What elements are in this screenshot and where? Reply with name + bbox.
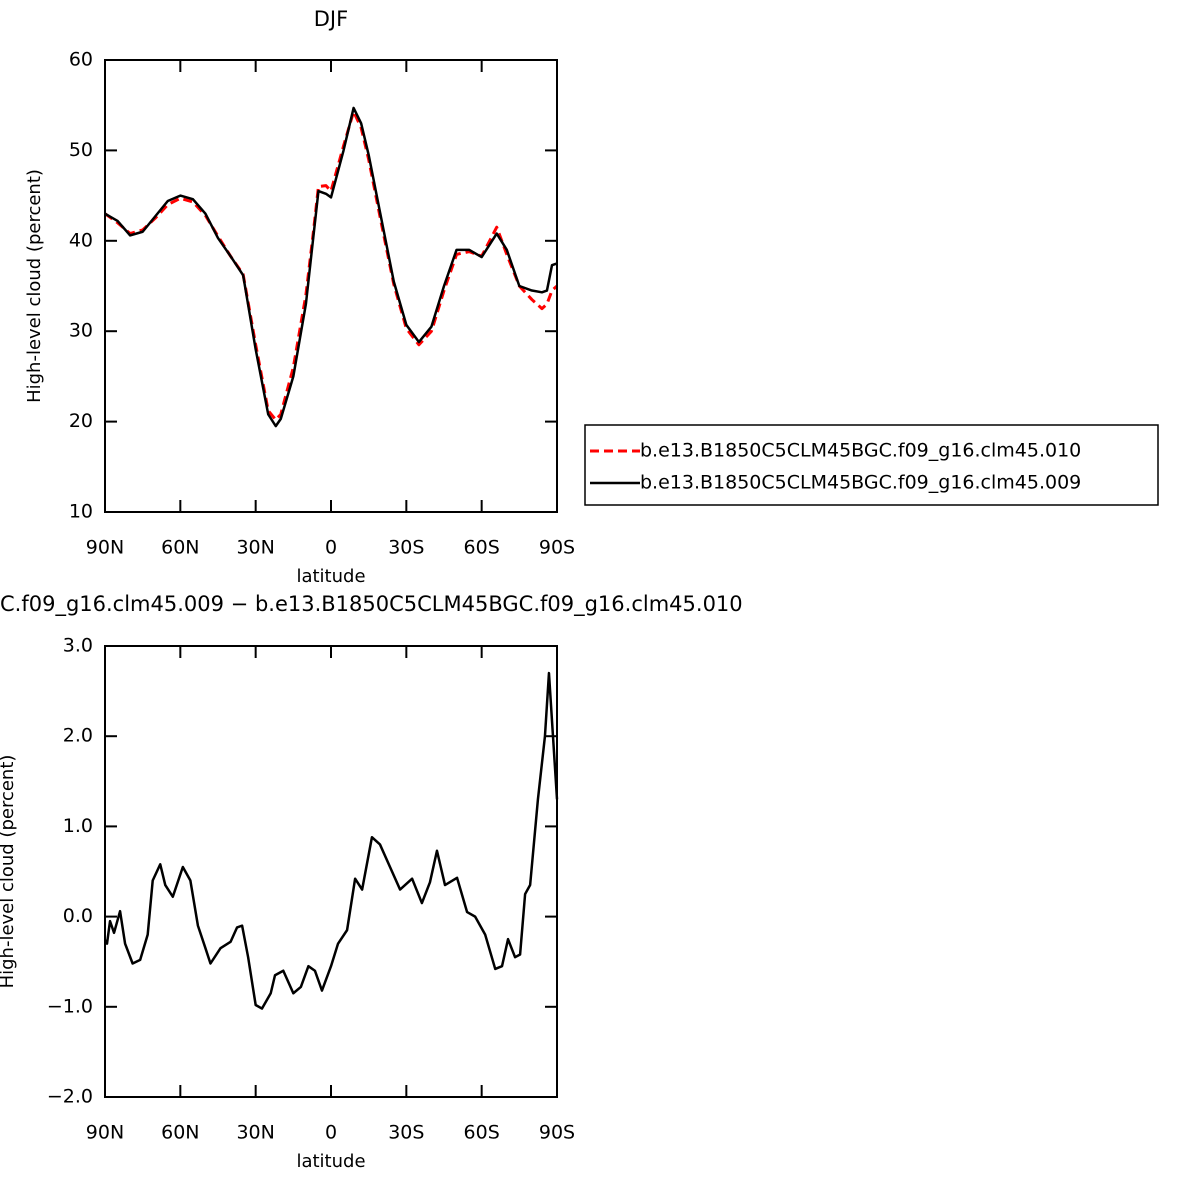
x-tick-label: 30N <box>236 1122 274 1144</box>
x-tick-label: 0 <box>325 537 337 559</box>
x-tick-label: 60N <box>161 537 199 559</box>
y-tick-label: 20 <box>69 410 93 432</box>
data-line <box>104 106 558 428</box>
x-tick-label: 60S <box>464 1122 500 1144</box>
y-axis-label: High-level cloud (percent) <box>0 755 18 989</box>
x-tick-label: 30N <box>236 537 274 559</box>
y-tick-label: 10 <box>69 501 93 523</box>
x-tick-label: 30S <box>388 1122 424 1144</box>
y-tick-label: 40 <box>69 229 93 251</box>
y-tick-label: 1.0 <box>63 815 93 837</box>
y-tick-label: 3.0 <box>63 635 93 657</box>
x-tick-label: 90S <box>539 1122 575 1144</box>
y-tick-label: −1.0 <box>47 995 93 1017</box>
x-axis-label: latitude <box>296 1151 365 1172</box>
y-tick-label: −2.0 <box>47 1086 93 1108</box>
y-tick-label: 60 <box>69 49 93 71</box>
y-tick-label: 50 <box>69 139 93 161</box>
x-tick-label: 60N <box>161 1122 199 1144</box>
legend-box <box>584 424 1159 506</box>
x-tick-label: 90N <box>86 1122 124 1144</box>
x-tick-label: 30S <box>388 537 424 559</box>
y-tick-label: 0.0 <box>63 905 93 927</box>
legend-label: b.e13.B1850C5CLM45BGC.f09_g16.clm45.009 <box>640 472 1081 494</box>
y-tick-label: 2.0 <box>63 725 93 747</box>
x-tick-label: 90S <box>539 537 575 559</box>
chart-title: DJF <box>314 7 348 31</box>
data-line <box>104 110 559 422</box>
y-axis-label: High-level cloud (percent) <box>24 169 45 403</box>
x-tick-label: 0 <box>325 1122 337 1144</box>
legend-label: b.e13.B1850C5CLM45BGC.f09_g16.clm45.010 <box>640 440 1081 462</box>
x-tick-label: 90N <box>86 537 124 559</box>
x-axis-label: latitude <box>296 566 365 587</box>
data-line <box>103 671 559 1010</box>
chart-title: C.f09_g16.clm45.009 − b.e13.B1850C5CLM45… <box>0 592 743 617</box>
y-tick-label: 30 <box>69 320 93 342</box>
plot-frame <box>104 645 558 1098</box>
x-tick-label: 60S <box>464 537 500 559</box>
plot-frame <box>104 59 558 513</box>
